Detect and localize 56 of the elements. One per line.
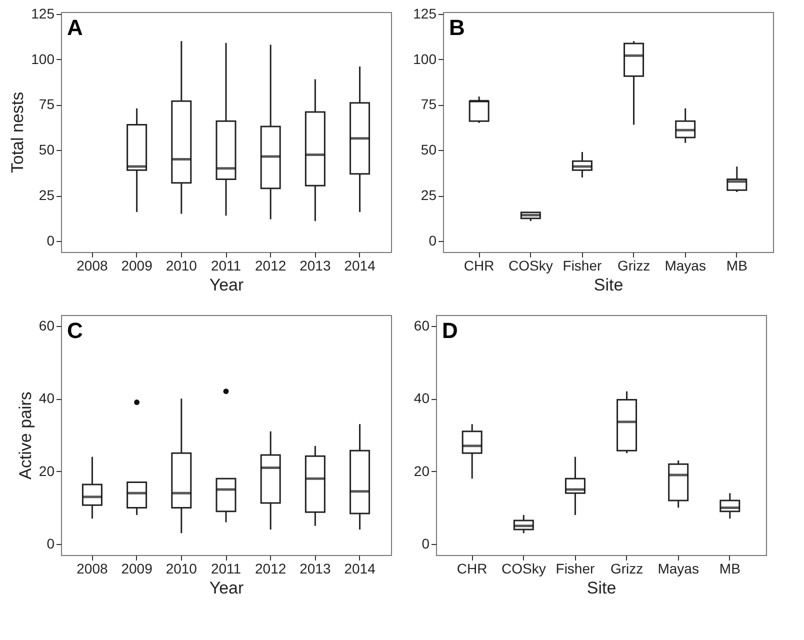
x-tick-label: 2009 [121,258,153,274]
y-tick-label: 50 [420,142,437,158]
y-tick-label: 75 [420,96,437,112]
x-tick-label: CHR [456,560,488,576]
x-tick-label: Fisher [556,560,595,576]
y-tick-label: 25 [38,187,55,204]
x-tick-label: 2010 [166,560,198,576]
x-tick-label: Grizz [617,258,650,274]
x-axis-title: Site [594,276,624,294]
y-axis-title: Active pairs [16,392,35,480]
y-tick-label: 40 [414,390,430,406]
x-tick-label: 2013 [300,560,331,576]
x-tick-label: Grizz [610,560,644,576]
y-tick-label: 60 [414,317,430,334]
x-tick-label: 2014 [344,258,376,274]
y-tick-label: 0 [46,536,55,552]
x-tick-label: MB [726,258,748,274]
x-tick-label: Mayas [658,560,699,576]
x-tick-label: MB [719,560,740,576]
annotation: C [67,318,83,343]
x-tick-label: 2012 [255,560,286,576]
y-tick-label: 0 [46,232,55,249]
x-tick-label: 2014 [344,560,376,576]
y-tick-label: 100 [31,50,55,67]
y-tick-label: 125 [31,5,55,22]
x-tick-label: 2011 [210,258,242,274]
y-tick-label: 20 [414,462,430,479]
y-tick-label: 60 [38,317,55,334]
y-tick-label: 0 [422,536,430,552]
x-tick-label: COSky [508,258,553,274]
x-tick-label: 2010 [166,258,198,274]
y-tick-label: 100 [413,50,437,67]
y-tick-label: 50 [38,142,55,158]
x-tick-label: 2013 [300,258,331,274]
annotation: D [442,318,458,343]
annotation: A [67,15,83,40]
y-tick-label: 20 [38,462,55,479]
y-tick-label: 75 [38,96,55,112]
x-axis-title: Year [209,578,244,598]
y-tick-label: 125 [413,5,437,22]
x-axis-title: Site [586,578,616,598]
annotation: B [449,15,465,40]
x-tick-label: 2008 [76,258,108,274]
x-tick-label: Mayas [664,258,706,274]
x-tick-label: 2008 [76,560,108,576]
x-tick-label: 2009 [121,560,153,576]
y-tick-label: 40 [38,390,55,406]
x-tick-label: 2011 [210,560,242,576]
y-tick-label: 25 [420,187,437,204]
x-tick-label: CHR [464,258,494,274]
x-tick-label: 2012 [255,258,286,274]
x-tick-label: Fisher [562,258,602,274]
y-axis-title: Total nests [8,92,28,174]
y-tick-label: 0 [428,232,437,249]
x-tick-label: COSky [501,560,546,576]
x-axis-title: Year [209,276,244,294]
